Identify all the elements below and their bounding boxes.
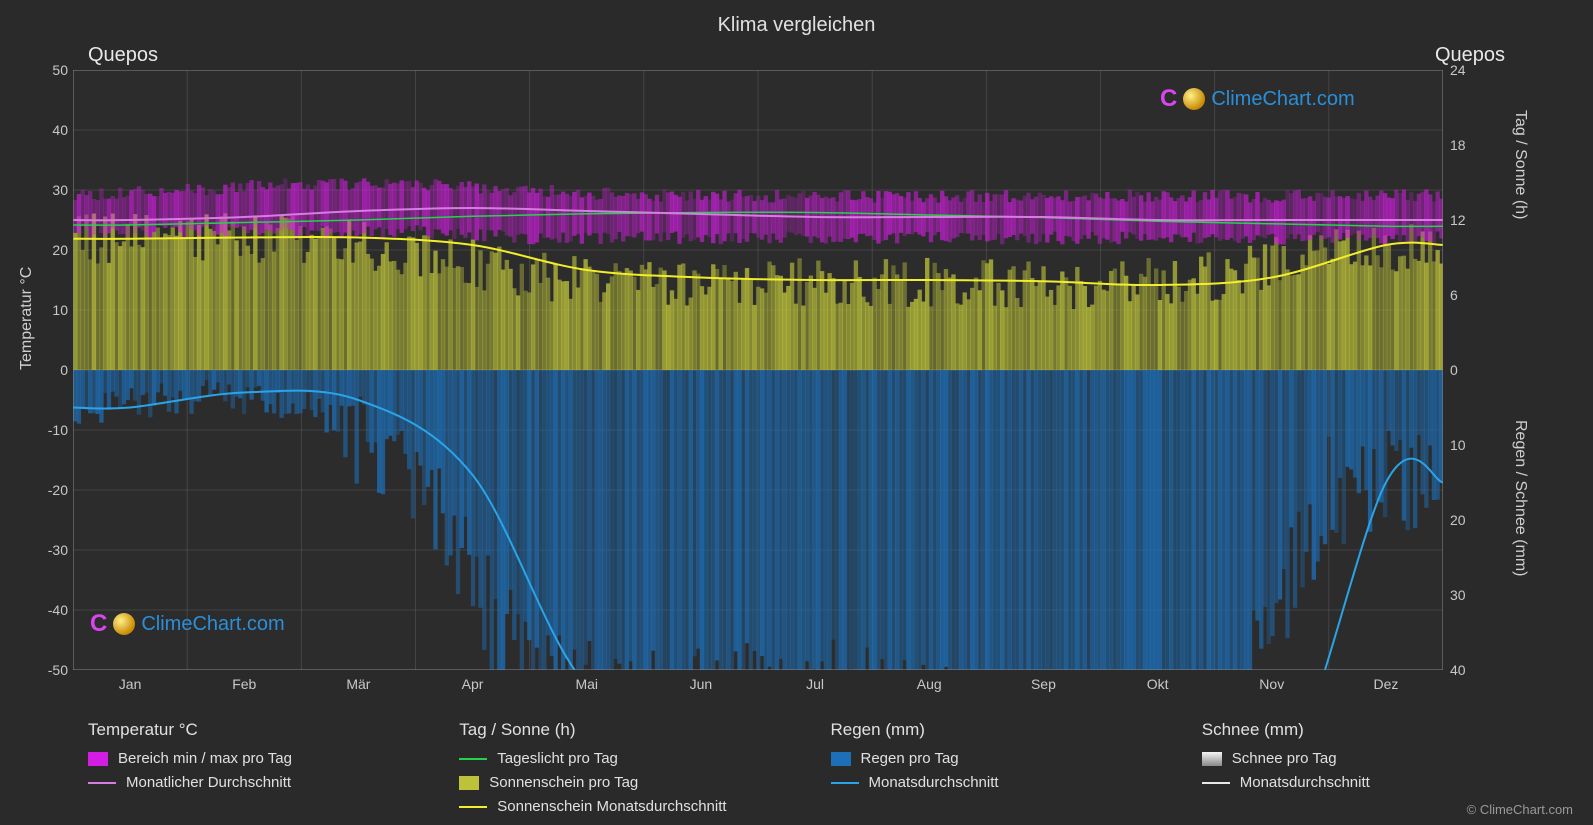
ytick-left: -20 bbox=[18, 482, 68, 498]
ytick-right-mm: 30 bbox=[1450, 587, 1490, 603]
legend-column: Tag / Sonne (h) Tageslicht pro Tag Sonnens… bbox=[459, 720, 790, 822]
plot-area bbox=[73, 70, 1443, 670]
legend-item: Sonnenschein pro Tag bbox=[459, 774, 790, 791]
legend-heading: Schnee (mm) bbox=[1202, 720, 1533, 740]
legend-label: Regen pro Tag bbox=[861, 750, 959, 767]
legend-item: Monatlicher Durchschnitt bbox=[88, 774, 419, 791]
legend-item: Schnee pro Tag bbox=[1202, 750, 1533, 767]
legend-item: Bereich min / max pro Tag bbox=[88, 750, 419, 767]
xtick-month: Mai bbox=[575, 676, 598, 692]
xtick-month: Okt bbox=[1147, 676, 1169, 692]
ytick-left: 0 bbox=[18, 362, 68, 378]
ytick-right-hours: 0 bbox=[1450, 362, 1490, 378]
ytick-right-hours: 6 bbox=[1450, 287, 1490, 303]
legend-swatch bbox=[88, 752, 108, 766]
legend-swatch bbox=[1202, 752, 1222, 766]
legend-item: Sonnenschein Monatsdurchschnitt bbox=[459, 798, 790, 815]
xtick-month: Nov bbox=[1259, 676, 1284, 692]
xtick-month: Jun bbox=[690, 676, 713, 692]
legend-swatch bbox=[88, 782, 116, 784]
logo-c-icon: C bbox=[1160, 85, 1177, 113]
ytick-left: -50 bbox=[18, 662, 68, 678]
watermark-text: ClimeChart.com bbox=[141, 613, 284, 636]
xtick-month: Mär bbox=[346, 676, 370, 692]
legend-label: Sonnenschein pro Tag bbox=[489, 774, 638, 791]
watermark-text: ClimeChart.com bbox=[1211, 88, 1354, 111]
legend-item: Tageslicht pro Tag bbox=[459, 750, 790, 767]
legend-label: Schnee pro Tag bbox=[1232, 750, 1337, 767]
ytick-left: -40 bbox=[18, 602, 68, 618]
xtick-month: Sep bbox=[1031, 676, 1056, 692]
ytick-left: -10 bbox=[18, 422, 68, 438]
legend-label: Monatsdurchschnitt bbox=[1240, 774, 1370, 791]
watermark: C ClimeChart.com bbox=[1160, 85, 1355, 113]
legend-swatch bbox=[1202, 782, 1230, 784]
logo-globe-icon bbox=[113, 613, 135, 635]
ytick-left: 50 bbox=[18, 62, 68, 78]
legend-item: Regen pro Tag bbox=[831, 750, 1162, 767]
legend-swatch bbox=[831, 752, 851, 766]
legend-column: Temperatur °C Bereich min / max pro Tag Mo… bbox=[88, 720, 419, 822]
legend-label: Sonnenschein Monatsdurchschnitt bbox=[497, 798, 726, 815]
ytick-right-hours: 12 bbox=[1450, 212, 1490, 228]
location-label-left: Quepos bbox=[88, 44, 158, 67]
ytick-right-hours: 18 bbox=[1450, 137, 1490, 153]
ytick-right-mm: 20 bbox=[1450, 512, 1490, 528]
legend-label: Bereich min / max pro Tag bbox=[118, 750, 292, 767]
xtick-month: Jan bbox=[119, 676, 142, 692]
xtick-month: Dez bbox=[1373, 676, 1398, 692]
plot-svg bbox=[73, 70, 1443, 670]
watermark: C ClimeChart.com bbox=[90, 610, 285, 638]
copyright: © ClimeChart.com bbox=[1467, 802, 1573, 817]
ytick-left: 30 bbox=[18, 182, 68, 198]
xtick-month: Feb bbox=[232, 676, 256, 692]
legend-heading: Temperatur °C bbox=[88, 720, 419, 740]
legend-label: Tageslicht pro Tag bbox=[497, 750, 618, 767]
legend-heading: Regen (mm) bbox=[831, 720, 1162, 740]
legend-item: Monatsdurchschnitt bbox=[1202, 774, 1533, 791]
logo-globe-icon bbox=[1183, 88, 1205, 110]
ytick-left: 20 bbox=[18, 242, 68, 258]
ytick-right-mm: 10 bbox=[1450, 437, 1490, 453]
legend-label: Monatlicher Durchschnitt bbox=[126, 774, 291, 791]
legend-item: Monatsdurchschnitt bbox=[831, 774, 1162, 791]
ytick-left: 40 bbox=[18, 122, 68, 138]
chart-container: Klima vergleichen Quepos Quepos Temperat… bbox=[0, 0, 1593, 825]
legend-swatch bbox=[459, 806, 487, 808]
ytick-right-mm: 40 bbox=[1450, 662, 1490, 678]
y-axis-right-top-label: Tag / Sonne (h) bbox=[1511, 110, 1529, 219]
y-axis-right-bottom-label: Regen / Schnee (mm) bbox=[1511, 420, 1529, 577]
ytick-left: 10 bbox=[18, 302, 68, 318]
y-axis-left-label: Temperatur °C bbox=[18, 267, 36, 370]
xtick-month: Aug bbox=[917, 676, 942, 692]
legend-swatch bbox=[459, 758, 487, 760]
legend-heading: Tag / Sonne (h) bbox=[459, 720, 790, 740]
legend-swatch bbox=[831, 782, 859, 784]
xtick-month: Jul bbox=[806, 676, 824, 692]
logo-c-icon: C bbox=[90, 610, 107, 638]
legend-swatch bbox=[459, 776, 479, 790]
legend-column: Regen (mm) Regen pro Tag Monatsdurchschnit… bbox=[831, 720, 1162, 822]
ytick-right-hours: 24 bbox=[1450, 62, 1490, 78]
legend: Temperatur °C Bereich min / max pro Tag Mo… bbox=[88, 720, 1533, 822]
xtick-month: Apr bbox=[462, 676, 484, 692]
legend-label: Monatsdurchschnitt bbox=[869, 774, 999, 791]
ytick-left: -30 bbox=[18, 542, 68, 558]
chart-title: Klima vergleichen bbox=[0, 14, 1593, 37]
